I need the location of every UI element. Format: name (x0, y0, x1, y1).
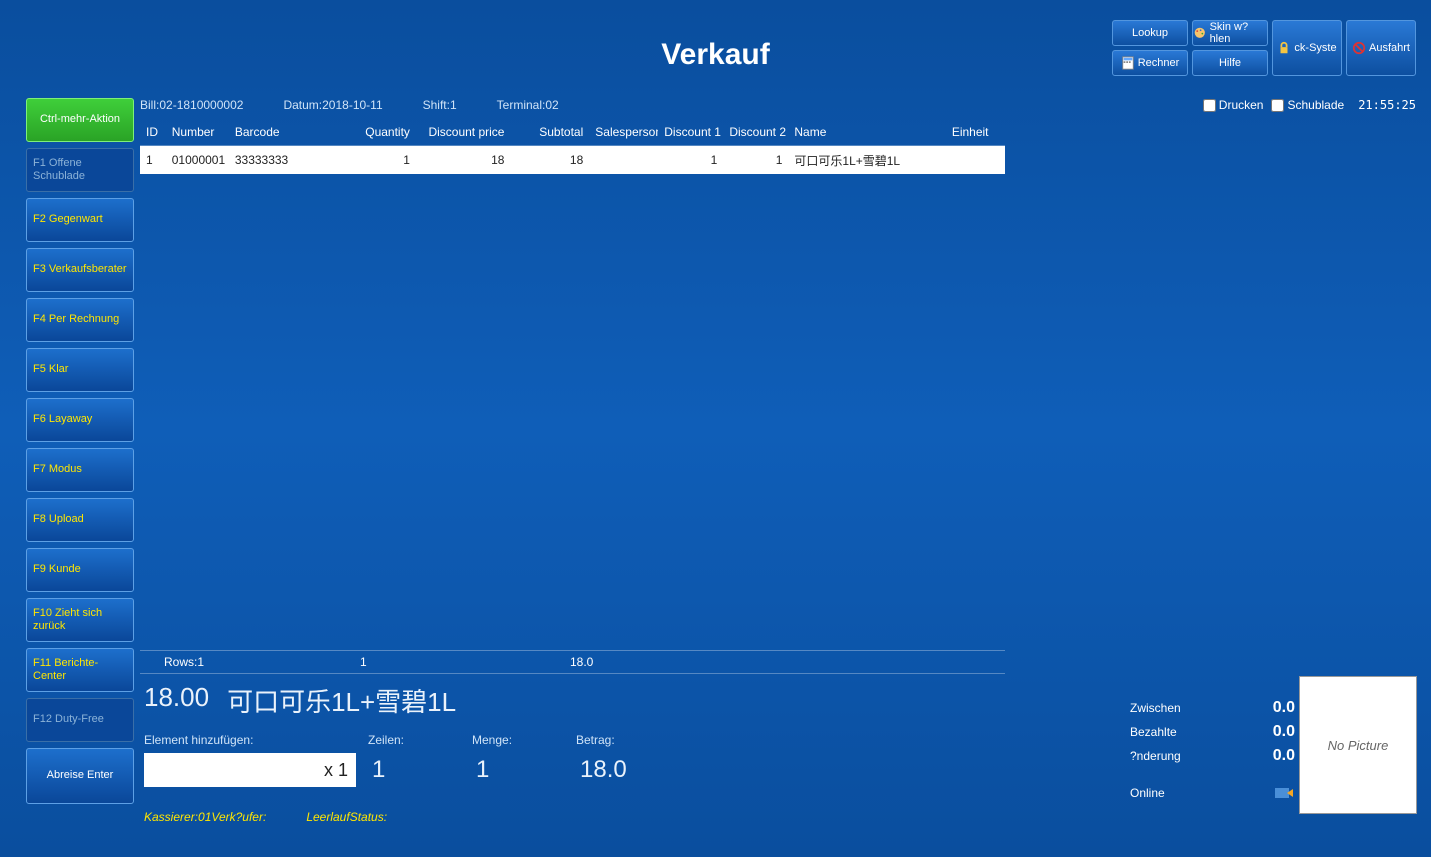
detail-name: 可口可乐1L+雪碧1L (227, 682, 456, 719)
rows-summary: Rows:1 1 18.0 (140, 650, 1005, 674)
summary-qty: 1 (360, 655, 570, 669)
menge-label: Menge: (472, 733, 576, 747)
table-row[interactable]: 101000001333333331181811可口可乐1L+雪碧1L (140, 146, 1005, 174)
betrag-value: 18.0 (576, 756, 680, 784)
rechner-label: Rechner (1138, 57, 1180, 69)
menge-value: 1 (472, 756, 576, 784)
sidebar-f9-button[interactable]: F9 Kunde (26, 548, 134, 592)
summary-total: 18.0 (570, 655, 770, 669)
skin-label: Skin w?hlen (1210, 21, 1267, 45)
lock-label: ck-Syste (1294, 42, 1336, 54)
palette-icon (1193, 26, 1207, 40)
exit-icon (1352, 41, 1366, 55)
lookup-button[interactable]: Lookup (1112, 20, 1188, 46)
footer-status: Kassierer:01Verk?ufer: LeerlaufStatus: (144, 810, 387, 824)
col-discount-price: Discount price (416, 125, 511, 139)
detail-panel: 18.00 可口可乐1L+雪碧1L Element hinzufügen: Ze… (144, 682, 1144, 787)
drawer-checkbox[interactable]: Schublade (1271, 98, 1344, 112)
sidebar-f3-button[interactable]: F3 Verkaufsberater (26, 248, 134, 292)
zeilen-label: Zeilen: (368, 733, 472, 747)
sidebar: Ctrl-mehr-Aktion F1 Offene Schublade F2 Ge… (26, 98, 134, 804)
sidebar-f5-button[interactable]: F5 Klar (26, 348, 134, 392)
rows-value: 1 (197, 655, 204, 669)
drawer-checkbox-input[interactable] (1271, 99, 1284, 112)
cell: 1 (140, 153, 166, 167)
sidebar-f6-button[interactable]: F6 Layaway (26, 398, 134, 442)
col-quantity: Quantity (357, 125, 416, 139)
nderung-label: ?nderung (1130, 749, 1181, 763)
skin-button[interactable]: Skin w?hlen (1192, 20, 1268, 46)
table-header: ID Number Barcode Quantity Discount pric… (140, 118, 1005, 146)
sidebar-f1-button[interactable]: F1 Offene Schublade (26, 148, 134, 192)
col-barcode: Barcode (229, 125, 357, 139)
hilfe-button[interactable]: Hilfe (1192, 50, 1268, 76)
datum-info: Datum:2018-10-11 (283, 98, 382, 112)
exit-button[interactable]: Ausfahrt (1346, 20, 1416, 76)
lock-icon (1277, 41, 1291, 55)
no-picture-box: No Picture (1299, 676, 1417, 814)
cell: 1 (357, 153, 416, 167)
top-toolbar: Lookup Rechner Skin w?hlen Hilfe ck-Syst… (1112, 20, 1416, 76)
hilfe-label: Hilfe (1219, 57, 1241, 69)
rechner-button[interactable]: Rechner (1112, 50, 1188, 76)
online-icon (1273, 784, 1295, 802)
lookup-label: Lookup (1132, 27, 1168, 39)
info-bar: Bill:02-1810000002 Datum:2018-10-11 Shif… (140, 95, 1416, 115)
exit-label: Ausfahrt (1369, 42, 1410, 54)
items-table: ID Number Barcode Quantity Discount pric… (140, 118, 1005, 174)
cell: 01000001 (166, 153, 229, 167)
bezahlte-value: 0.0 (1273, 723, 1295, 741)
col-id: ID (140, 125, 166, 139)
betrag-label: Betrag: (576, 733, 680, 747)
cell: 1 (658, 153, 723, 167)
item-input[interactable] (144, 753, 356, 787)
col-unit: Einheit (946, 125, 1005, 139)
cell: 33333333 (229, 153, 357, 167)
clock: 21:55:25 (1358, 98, 1416, 112)
col-name: Name (788, 125, 945, 139)
online-label: Online (1130, 786, 1165, 800)
detail-price: 18.00 (144, 682, 209, 719)
cell: 18 (416, 153, 511, 167)
totals-panel: Zwischen 0.0 Bezahlte 0.0 ?nderung 0.0 Onli… (1130, 696, 1295, 802)
col-number: Number (166, 125, 229, 139)
cell: 可口可乐1L+雪碧1L (788, 152, 945, 169)
nderung-value: 0.0 (1273, 747, 1295, 765)
calculator-icon (1121, 56, 1135, 70)
add-item-label: Element hinzufügen: (144, 733, 368, 747)
sidebar-f8-button[interactable]: F8 Upload (26, 498, 134, 542)
zwischen-label: Zwischen (1130, 701, 1181, 715)
zwischen-value: 0.0 (1273, 699, 1295, 717)
sidebar-f2-button[interactable]: F2 Gegenwart (26, 198, 134, 242)
shift-info: Shift:1 (423, 98, 457, 112)
cell: 18 (510, 153, 589, 167)
sidebar-f4-button[interactable]: F4 Per Rechnung (26, 298, 134, 342)
col-discount1: Discount 1 (658, 125, 723, 139)
bill-info: Bill:02-1810000002 (140, 98, 243, 112)
sidebar-enter-button[interactable]: Abreise Enter (26, 748, 134, 804)
cell: 1 (723, 153, 788, 167)
col-salesperson: Salesperson (589, 125, 658, 139)
sidebar-f12-button[interactable]: F12 Duty-Free (26, 698, 134, 742)
sidebar-f10-button[interactable]: F10 Zieht sich zurück (26, 598, 134, 642)
col-discount2: Discount 2 (723, 125, 788, 139)
sidebar-f11-button[interactable]: F11 Berichte-Center (26, 648, 134, 692)
sidebar-ctrl-button[interactable]: Ctrl-mehr-Aktion (26, 98, 134, 142)
terminal-info: Terminal:02 (497, 98, 559, 112)
print-checkbox[interactable]: Drucken (1203, 98, 1264, 112)
sidebar-f7-button[interactable]: F7 Modus (26, 448, 134, 492)
print-checkbox-input[interactable] (1203, 99, 1216, 112)
bezahlte-label: Bezahlte (1130, 725, 1177, 739)
zeilen-value: 1 (368, 756, 472, 784)
rows-label: Rows: (164, 655, 197, 669)
col-subtotal: Subtotal (510, 125, 589, 139)
lock-system-button[interactable]: ck-Syste (1272, 20, 1342, 76)
